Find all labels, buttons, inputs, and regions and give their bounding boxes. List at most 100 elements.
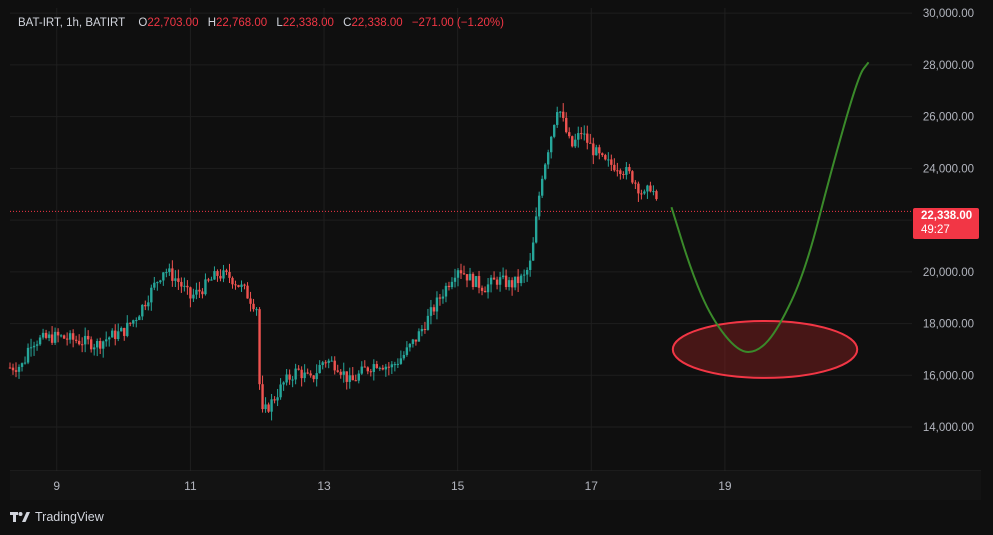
candle-body — [162, 272, 165, 281]
candle-body — [546, 152, 550, 165]
candle-body — [210, 279, 213, 281]
candle-body — [405, 347, 409, 355]
candle-body — [420, 328, 424, 332]
candle-body — [26, 347, 30, 363]
price-tick-label: 30,000.00 — [923, 8, 974, 20]
price-axis-labels[interactable]: 30,000.00 28,000.00 26,000.00 24,000.00 20,0… — [923, 8, 974, 434]
candle-body — [282, 382, 285, 385]
candle-body — [354, 380, 357, 382]
candle-body — [613, 164, 616, 171]
candle-body — [228, 271, 231, 278]
candle-body — [29, 347, 33, 349]
candle-body — [258, 309, 261, 385]
candle-body — [62, 335, 66, 339]
candle-body — [556, 112, 559, 125]
candle-body — [339, 371, 342, 375]
candle-body — [44, 332, 48, 338]
candle-body — [598, 147, 601, 154]
candle-body — [489, 277, 493, 285]
candle-body — [607, 159, 610, 161]
high-value: 22,768.00 — [216, 17, 268, 29]
price-tick-label: 14,000.00 — [923, 422, 974, 434]
candle-body — [312, 375, 315, 380]
candle-body — [201, 291, 204, 295]
time-tick-label: 17 — [585, 479, 599, 493]
candle-body — [35, 344, 39, 346]
candle-body — [450, 281, 454, 288]
candle-body — [291, 379, 294, 381]
candle-body — [273, 399, 276, 401]
time-tick-label: 11 — [184, 479, 197, 493]
candle-body — [144, 304, 147, 307]
time-axis-labels[interactable]: 9 11 13 15 17 19 — [53, 479, 731, 493]
candle-body — [168, 268, 171, 273]
candle-body — [276, 397, 279, 401]
candle-body — [637, 183, 640, 194]
candle-body — [471, 273, 475, 287]
candle-body — [628, 167, 631, 172]
candle-body — [643, 191, 646, 194]
candle-body — [390, 364, 394, 368]
candle-body — [288, 374, 291, 380]
candle-body — [71, 333, 75, 340]
candle-body — [135, 320, 138, 322]
candle-body — [159, 280, 162, 283]
candle-body — [619, 170, 622, 175]
candle-body — [123, 327, 126, 336]
candle-body — [195, 289, 198, 295]
candle-body — [438, 297, 442, 299]
candles — [8, 103, 658, 421]
candle-body — [399, 358, 403, 364]
time-axis-background[interactable] — [10, 471, 981, 500]
candle-body — [540, 178, 544, 196]
candle-body — [183, 285, 186, 287]
candle-body — [80, 344, 84, 346]
candle-body — [522, 274, 526, 276]
candle-body — [378, 367, 382, 369]
candle-body — [507, 280, 511, 288]
candle-body — [294, 368, 297, 380]
candle-body — [180, 281, 183, 287]
time-tick-label: 15 — [451, 479, 465, 493]
last-price-tag: 22,338.00 49:27 — [913, 208, 979, 239]
open-label: O — [138, 17, 148, 29]
low-value: 22,338.00 — [282, 17, 334, 29]
candle-body — [649, 185, 652, 192]
candle-body — [321, 362, 324, 366]
candle-body — [592, 143, 595, 156]
candle-body — [95, 340, 99, 348]
candle-body — [23, 362, 27, 364]
candle-body — [375, 364, 379, 369]
candle-body — [565, 117, 568, 133]
candle-body — [279, 384, 282, 398]
candle-body — [17, 366, 21, 372]
candle-body — [363, 366, 366, 368]
candle-body — [444, 285, 448, 297]
candle-body — [357, 373, 360, 381]
candle-body — [53, 331, 57, 343]
price-tick-label: 16,000.00 — [923, 370, 974, 382]
candle-body — [366, 367, 369, 372]
candle-body — [483, 290, 487, 293]
candle-body — [327, 360, 330, 363]
candle-body — [435, 297, 439, 312]
tradingview-logo-icon — [10, 512, 30, 522]
close-value: 22,338.00 — [351, 17, 403, 29]
candle-body — [129, 322, 132, 324]
symbol-title[interactable]: BAT-IRT, 1h, BATIRT — [18, 17, 126, 29]
candle-body — [568, 132, 571, 137]
candle-body — [601, 153, 604, 156]
candle-body — [264, 404, 267, 410]
candle-body — [504, 275, 508, 288]
candle-body — [559, 111, 562, 113]
candle-body — [20, 363, 24, 367]
candle-body — [186, 285, 189, 288]
candle-body — [516, 276, 520, 284]
time-tick-label: 9 — [53, 479, 60, 493]
price-tick-label: 28,000.00 — [923, 60, 974, 72]
candle-body — [468, 273, 472, 281]
tradingview-brand[interactable]: TradingView — [10, 510, 104, 524]
candle-body — [486, 284, 490, 293]
